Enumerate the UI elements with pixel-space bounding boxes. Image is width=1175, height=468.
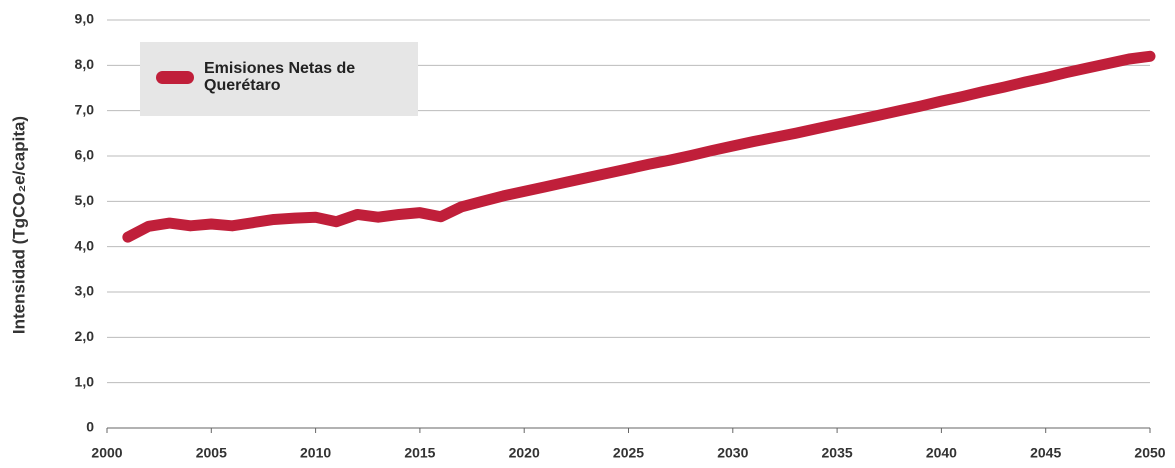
x-tick-label: 2040	[926, 445, 957, 461]
y-tick-label: 2,0	[75, 328, 95, 344]
data-line	[122, 50, 1156, 243]
legend: Emisiones Netas de Querétaro	[140, 42, 418, 116]
x-tick-label: 2045	[1030, 445, 1061, 461]
x-tick-label: 2010	[300, 445, 331, 461]
x-tick-label: 2005	[196, 445, 227, 461]
x-tick-label: 2020	[509, 445, 540, 461]
y-tick-label: 9,0	[75, 11, 95, 27]
x-tick-label: 2030	[717, 445, 748, 461]
x-tick-label: 2015	[404, 445, 435, 461]
y-tick-label: 6,0	[75, 147, 95, 163]
y-tick-label: 1,0	[75, 373, 95, 389]
x-tick-label: 2025	[613, 445, 644, 461]
y-tick-label: 0	[86, 419, 94, 435]
y-tick-label: 7,0	[75, 101, 95, 117]
y-tick-label: 8,0	[75, 56, 95, 72]
y-axis-label: Intensidad (TgCO₂e/capita)	[9, 116, 28, 334]
x-tick-label: 2050	[1134, 445, 1165, 461]
legend-swatch	[156, 71, 194, 84]
x-tick-label: 2000	[91, 445, 122, 461]
y-tick-label: 4,0	[75, 237, 95, 253]
x-tick-label: 2035	[822, 445, 853, 461]
legend-label: Emisiones Netas de Querétaro	[204, 60, 356, 94]
y-tick-label: 3,0	[75, 283, 95, 299]
y-tick-label: 5,0	[75, 192, 95, 208]
